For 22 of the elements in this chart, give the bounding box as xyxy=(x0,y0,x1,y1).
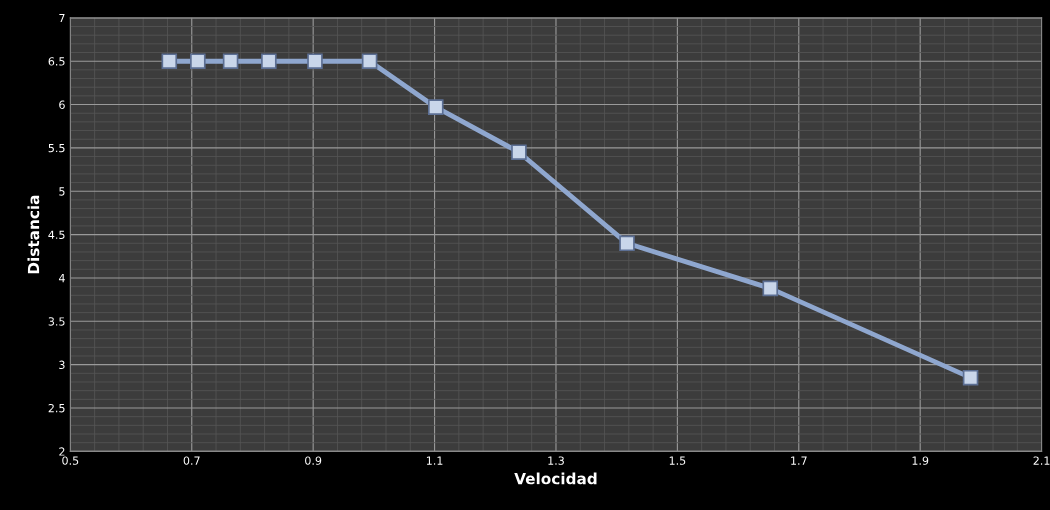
y-tick-label: 4.5 xyxy=(48,230,65,239)
y-tick-label: 3.5 xyxy=(48,317,65,326)
x-tick-label: 2.1 xyxy=(1033,456,1050,465)
y-tick-label: 6 xyxy=(59,100,65,109)
y-axis-title: Distancia xyxy=(27,195,40,274)
y-tick-label: 4 xyxy=(58,274,65,283)
x-tick-label: 1.1 xyxy=(426,456,443,465)
y-tick-label: 2 xyxy=(59,447,65,456)
x-axis-title: Velocidad xyxy=(514,472,597,485)
y-tick-label: 5.5 xyxy=(48,144,65,153)
y-tick-label: 7 xyxy=(59,13,65,23)
x-tick-label: 0.5 xyxy=(62,456,79,465)
x-tick-label: 1.5 xyxy=(669,456,686,465)
x-tick-label: 1.9 xyxy=(912,456,929,465)
y-tick-label: 5 xyxy=(59,187,65,196)
y-tick-label: 6.5 xyxy=(48,57,65,66)
x-tick-label: 1.3 xyxy=(548,456,564,465)
x-tick-label: 1.7 xyxy=(791,456,807,465)
y-tick-label: 2.5 xyxy=(48,403,65,413)
x-tick-label: 0.9 xyxy=(305,456,322,465)
x-tick-label: 0.7 xyxy=(183,456,200,465)
y-tick-label: 3 xyxy=(59,360,65,370)
